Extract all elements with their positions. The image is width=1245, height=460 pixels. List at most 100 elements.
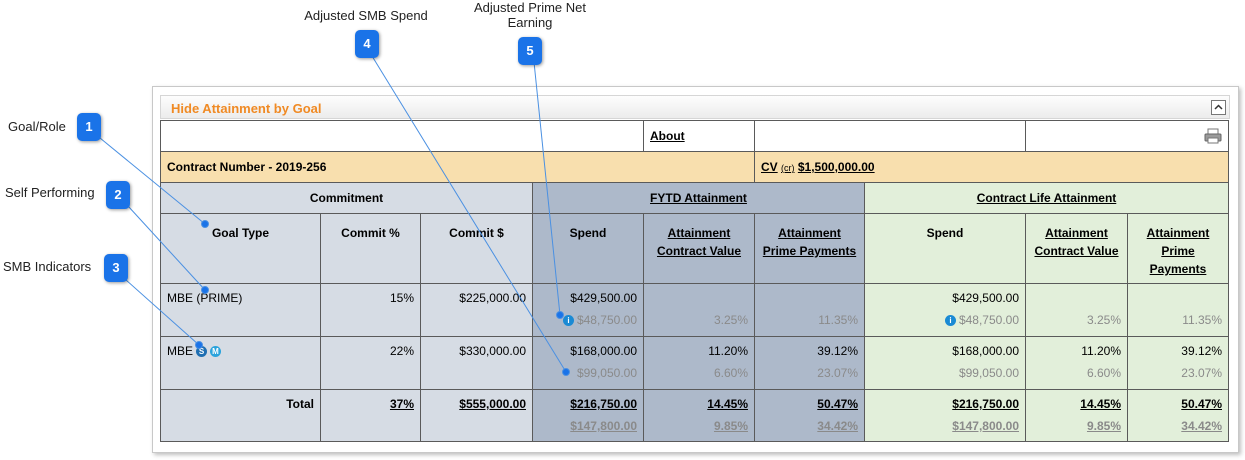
column-header: Spend <box>864 213 1026 284</box>
adjusted-value: 6.60% <box>1086 366 1121 380</box>
adjusted-value[interactable]: 34.42% <box>817 419 858 433</box>
callout-badge: 5 <box>518 37 542 65</box>
adjusted-value: 23.07% <box>1181 366 1222 380</box>
panel-title[interactable]: Hide Attainment by Goal <box>171 101 322 116</box>
value-cell: $330,000.00 <box>420 336 533 390</box>
adjusted-value: 6.60% <box>713 366 748 380</box>
callout-badge: 4 <box>355 30 379 58</box>
column-header: Commit $ <box>420 213 533 284</box>
column-header: Attainment Prime Payments <box>754 213 865 284</box>
adjusted-value: 11.35% <box>818 313 858 327</box>
value-cell: 39.12% 23.07% <box>1127 336 1229 390</box>
header-link[interactable]: Attainment Contract Value <box>1034 226 1119 258</box>
value-cell: 37% <box>320 389 421 442</box>
adjusted-value: $99,050.00 <box>576 366 637 380</box>
cell-main[interactable]: $555,000.00 <box>459 397 526 411</box>
group-header: Contract Life Attainment <box>864 182 1229 214</box>
cell-adjusted: 3.25% <box>1032 313 1121 327</box>
adjusted-value[interactable]: $147,800.00 <box>570 419 637 433</box>
cell-adjusted: i $48,750.00 <box>539 313 637 327</box>
cell-main <box>761 291 858 313</box>
callout-badge: 1 <box>77 113 101 141</box>
cell-main[interactable]: 50.47% <box>1181 397 1222 411</box>
cell-main: $330,000.00 <box>459 344 526 358</box>
value-cell: 3.25% <box>643 283 755 337</box>
print-icon[interactable] <box>1204 128 1222 144</box>
collapse-button[interactable] <box>1211 100 1226 115</box>
callout-badge: 3 <box>104 254 128 282</box>
smb-indicator: M <box>210 346 222 357</box>
cell-adjusted: 23.07% <box>761 366 858 380</box>
adjusted-value[interactable]: 9.85% <box>1086 419 1121 433</box>
value-cell: 14.45% 9.85% <box>1025 389 1128 442</box>
cell-adjusted: 9.85% <box>650 419 748 433</box>
cell-main: 39.12% <box>1181 344 1222 358</box>
cell-main <box>1032 291 1121 313</box>
value-cell: 11.20% 6.60% <box>1025 336 1128 390</box>
goal-type: Total <box>286 397 314 411</box>
value-cell: $216,750.00 $147,800.00 <box>864 389 1026 442</box>
cell-main: $225,000.00 <box>459 291 526 305</box>
cell-main: 22% <box>389 344 414 358</box>
adjusted-value: $48,750.00 <box>958 313 1019 327</box>
value-cell: $429,500.00 i $48,750.00 <box>864 283 1026 337</box>
cell-main: $429,500.00 <box>952 291 1019 305</box>
header-link[interactable]: Attainment Contract Value <box>656 226 742 258</box>
cell-adjusted: 6.60% <box>1032 366 1121 380</box>
cell-adjusted: 23.07% <box>1134 366 1222 380</box>
goal-cell: MBE S M <box>160 336 321 390</box>
value-cell: $555,000.00 <box>420 389 533 442</box>
info-icon[interactable]: i <box>562 315 574 326</box>
cv-unit[interactable]: (cr) <box>781 163 795 173</box>
empty-cell <box>754 120 1026 152</box>
value-cell: 50.47% 34.42% <box>754 389 865 442</box>
adjusted-value: 3.25% <box>713 313 748 327</box>
value-cell: 50.47% 34.42% <box>1127 389 1229 442</box>
callout-label: Adjusted SMB Spend <box>304 8 428 23</box>
cell-main[interactable]: $216,750.00 <box>570 397 637 411</box>
table-row: MBE (PRIME) 15% $225,000.00 $429,500.00 i $48… <box>160 283 1229 337</box>
about-link[interactable]: About <box>650 129 685 143</box>
value-cell: $225,000.00 <box>420 283 533 337</box>
group-link[interactable]: Contract Life Attainment <box>976 191 1117 205</box>
cell-main[interactable]: 37% <box>389 397 414 411</box>
cell-main[interactable]: 14.45% <box>1080 397 1121 411</box>
group-link[interactable]: FYTD Attainment <box>650 191 747 205</box>
value-cell: 11.35% <box>1127 283 1229 337</box>
adjusted-value: 11.35% <box>1182 313 1222 327</box>
cell-adjusted: $99,050.00 <box>539 366 637 380</box>
value-cell: 11.20% 6.60% <box>643 336 755 390</box>
cell-adjusted: $147,800.00 <box>871 419 1019 433</box>
cell-main[interactable]: $216,750.00 <box>952 397 1019 411</box>
value-cell: $429,500.00 i $48,750.00 <box>532 283 644 337</box>
callout-label: SMB Indicators <box>3 259 92 274</box>
adjusted-value[interactable]: 34.42% <box>1181 419 1222 433</box>
cell-main <box>650 291 748 313</box>
cell-adjusted: 9.85% <box>1032 419 1121 433</box>
value-cell: 22% <box>320 336 421 390</box>
adjusted-value[interactable]: $147,800.00 <box>952 419 1019 433</box>
cell-adjusted: 11.35% <box>761 313 858 327</box>
goal-type: MBE <box>167 344 194 358</box>
cell-main[interactable]: 50.47% <box>817 397 858 411</box>
header-link[interactable]: Attainment Prime Payments <box>762 226 857 258</box>
info-icon[interactable]: i <box>944 315 956 326</box>
adjusted-value[interactable]: 9.85% <box>713 419 748 433</box>
table-row: Total 37% $555,000.00 $216,750.00 $147,800.0… <box>160 389 1229 442</box>
contract-number: Contract Number - 2019-256 <box>160 151 755 183</box>
cell-main: 11.20% <box>1081 344 1121 358</box>
attainment-table: About Contract Number - 2019-256 CV (cr)… <box>160 120 1229 442</box>
header-link[interactable]: Attainment Prime Payments <box>1146 226 1210 276</box>
goal-cell: MBE (PRIME) <box>160 283 321 337</box>
cell-main[interactable]: 14.45% <box>707 397 748 411</box>
table-row: MBE S M 22% $330,000.00 $168,000.00 $99,050.00… <box>160 336 1229 390</box>
column-header: Attainment Contract Value <box>1025 213 1128 284</box>
cell-adjusted: 34.42% <box>761 419 858 433</box>
cv-label[interactable]: CV <box>761 160 778 174</box>
value-cell: $216,750.00 $147,800.00 <box>532 389 644 442</box>
cell-adjusted: $147,800.00 <box>539 419 637 433</box>
adjusted-value: 23.07% <box>817 366 858 380</box>
cv-amount[interactable]: $1,500,000.00 <box>797 160 875 174</box>
callout-label: Self Performing <box>5 185 95 200</box>
